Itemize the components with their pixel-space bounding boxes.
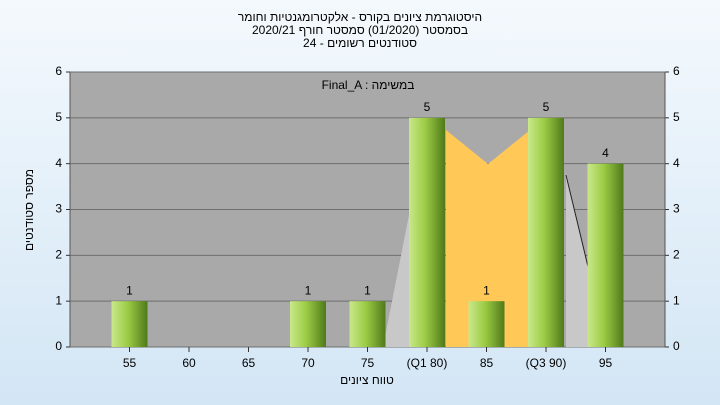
annotation: Final_A : במשימה — [322, 78, 415, 92]
chart-subtitle: סטודנטים רשומים - 24 — [303, 36, 417, 50]
y2-tick-label: 4 — [673, 156, 680, 170]
data-label: 1 — [305, 283, 312, 297]
x-tick-label: (Q3 90) — [526, 356, 567, 370]
quartile-box — [446, 130, 530, 347]
x-tick-label: (Q1 80) — [407, 356, 448, 370]
whisker-line — [565, 174, 591, 276]
data-label: 1 — [364, 283, 371, 297]
whisker-area — [566, 172, 590, 347]
x-tick-label: 70 — [301, 356, 315, 370]
chart-title: היסטוגרמת ציונים בקורס - אלקטרומגנטיות ו… — [238, 10, 482, 24]
y-axis-label: מספר סטודנטים — [22, 169, 36, 251]
y-tick-label: 4 — [55, 156, 62, 170]
y-tick-label: 5 — [55, 110, 62, 124]
y-tick-label: 2 — [55, 248, 62, 262]
bar — [111, 301, 148, 347]
whisker-area — [383, 210, 410, 347]
data-label: 5 — [543, 100, 550, 114]
bar — [349, 301, 386, 347]
data-label: 4 — [602, 146, 609, 160]
x-tick-label: 55 — [123, 356, 137, 370]
bar — [528, 117, 564, 347]
x-tick-label: 65 — [242, 356, 256, 370]
x-tick-label: 95 — [599, 356, 613, 370]
y-tick-label: 0 — [55, 339, 62, 353]
x-tick-label: 85 — [480, 356, 494, 370]
y2-tick-label: 6 — [673, 64, 680, 78]
data-label: 1 — [126, 283, 133, 297]
y-tick-label: 1 — [55, 293, 62, 307]
data-label: 1 — [483, 283, 490, 297]
x-axis-label: טווח ציונים — [340, 373, 394, 387]
x-tick-label: 75 — [361, 356, 375, 370]
bar — [290, 301, 326, 347]
y-tick-label: 3 — [55, 202, 62, 216]
y2-tick-label: 3 — [673, 202, 680, 216]
data-label: 5 — [424, 100, 431, 114]
bar — [587, 163, 624, 347]
chart-subtitle: בסמסטר (01/2020) סמסטר חורף 2020/21 — [252, 23, 468, 37]
bar — [409, 117, 445, 347]
y2-tick-label: 0 — [673, 339, 680, 353]
y2-tick-label: 1 — [673, 293, 680, 307]
y2-tick-label: 2 — [673, 248, 680, 262]
y2-tick-label: 5 — [673, 110, 680, 124]
y-tick-label: 6 — [55, 64, 62, 78]
bar — [468, 301, 505, 347]
x-tick-label: 60 — [182, 356, 196, 370]
